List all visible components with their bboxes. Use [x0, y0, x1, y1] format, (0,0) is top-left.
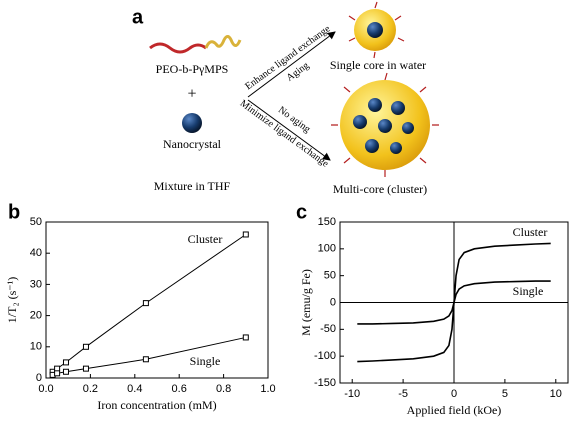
series-label: Cluster: [513, 225, 548, 239]
x-tick-label: 0.6: [172, 383, 187, 395]
y-tick-label: -50: [320, 323, 336, 335]
panel-label: b: [8, 201, 20, 223]
y-tick-label: 40: [30, 247, 42, 259]
polymer-peo: [149, 42, 207, 54]
ligands: [331, 1, 439, 177]
x-axis-title: Applied field (kOe): [407, 403, 502, 417]
x-tick-label: 0.2: [83, 383, 98, 395]
single-core-label: Single core in water: [330, 58, 426, 72]
y-axis-title: M (emu/g Fe): [299, 269, 313, 336]
arrow-label: Enhance ligand exchange: [243, 23, 333, 92]
y-axis-title: 1/T₂ (s⁻¹): [5, 277, 19, 323]
y-tick-label: 30: [30, 278, 42, 290]
series-label: Single: [513, 284, 544, 298]
x-tick-label: 10: [550, 388, 562, 400]
series-line: [357, 280, 551, 325]
mixture-label: Mixture in THF: [154, 179, 231, 193]
polymer-pmps: [204, 35, 242, 49]
marker: [82, 365, 89, 372]
marker: [142, 300, 149, 307]
marker: [62, 359, 69, 366]
x-tick-label: 0.4: [127, 383, 142, 395]
series-line: [52, 234, 247, 373]
y-tick-label: 0: [36, 372, 42, 384]
y-tick-label: -100: [314, 350, 336, 362]
x-tick-label: 0.0: [38, 383, 53, 395]
x-tick-label: -10: [344, 388, 360, 400]
marker: [54, 370, 61, 377]
y-tick-label: -150: [314, 377, 336, 389]
plot-frame: [45, 221, 269, 379]
y-tick-label: 50: [30, 216, 42, 228]
y-tick-label: 0: [330, 296, 336, 308]
marker: [82, 343, 89, 350]
series-label: Single: [190, 354, 221, 368]
y-tick-label: 150: [318, 216, 336, 228]
x-tick-label: 1.0: [260, 383, 275, 395]
marker: [242, 334, 249, 341]
x-tick-label: 5: [502, 388, 508, 400]
arrow: [247, 31, 336, 98]
marker: [62, 368, 69, 375]
y-tick-label: 10: [30, 341, 42, 353]
panel-label: c: [296, 201, 307, 223]
nanocrystal-label: Nanocrystal: [163, 137, 222, 151]
y-tick-label: 100: [318, 243, 336, 255]
x-tick-label: 0: [451, 388, 457, 400]
y-tick-label: 20: [30, 310, 42, 322]
marker: [242, 231, 249, 238]
polymer-label: PEO-b-PγMPS: [156, 62, 229, 76]
y-tick-label: 50: [324, 270, 336, 282]
marker: [142, 356, 149, 363]
multi-core-label: Multi-core (cluster): [333, 182, 427, 196]
series-label: Cluster: [188, 232, 223, 246]
x-tick-label: 0.8: [216, 383, 231, 395]
arrow: [247, 99, 331, 161]
cores: [353, 98, 414, 154]
x-axis-title: Iron concentration (mM): [97, 398, 216, 412]
plus: +: [187, 86, 196, 103]
panel-label: a: [132, 6, 144, 28]
x-tick-label: -5: [398, 388, 408, 400]
single-core: [367, 22, 383, 38]
nanocrystal-icon: [182, 113, 202, 133]
